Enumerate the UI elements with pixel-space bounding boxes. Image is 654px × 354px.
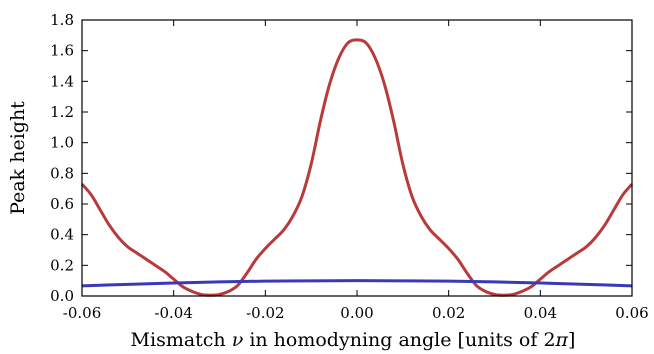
plot-lines — [80, 38, 634, 297]
x-axis-label-end: ] — [568, 329, 575, 351]
series-line-red — [80, 38, 634, 297]
series-line-blue — [81, 279, 633, 288]
y-tick-label: 0.2 — [50, 256, 74, 274]
ticks — [81, 19, 633, 297]
y-tick-label: 0.4 — [50, 226, 74, 244]
y-axis-label: Peak height — [7, 101, 29, 215]
x-axis-label-suffix: in homodyning angle [units of 2 — [243, 329, 555, 351]
x-axis-label-symbol2: π — [555, 329, 569, 351]
y-tick-label: 1.6 — [50, 42, 74, 60]
x-tick-label: 0.00 — [340, 304, 373, 322]
x-tick-label: -0.06 — [63, 304, 101, 322]
x-tick-label: -0.04 — [154, 304, 192, 322]
y-tick-label: 0.8 — [50, 164, 74, 182]
x-tick-label: -0.02 — [246, 304, 284, 322]
x-axis-label-prefix: Mismatch — [131, 329, 232, 351]
x-axis-label-symbol: ν — [232, 329, 244, 351]
x-axis-label: Mismatch ν in homodyning angle [units of… — [131, 329, 576, 351]
x-tick-label: 0.04 — [524, 304, 557, 322]
y-tick-label: 0.0 — [50, 287, 74, 305]
y-tick-label: 1.4 — [50, 72, 74, 90]
y-tick-label: 1.2 — [50, 103, 74, 121]
x-tick-label: 0.06 — [615, 304, 648, 322]
tick-labels: 0.0 0.2 0.4 0.6 0.8 1.0 1.2 1.4 1.6 1.8 -0.06 -0.04… — [50, 11, 649, 322]
y-tick-label: 1.8 — [50, 11, 74, 29]
y-tick-label: 0.6 — [50, 195, 74, 213]
x-tick-label: 0.02 — [432, 304, 465, 322]
plot-frame — [81, 19, 633, 297]
y-tick-label: 1.0 — [50, 134, 74, 152]
